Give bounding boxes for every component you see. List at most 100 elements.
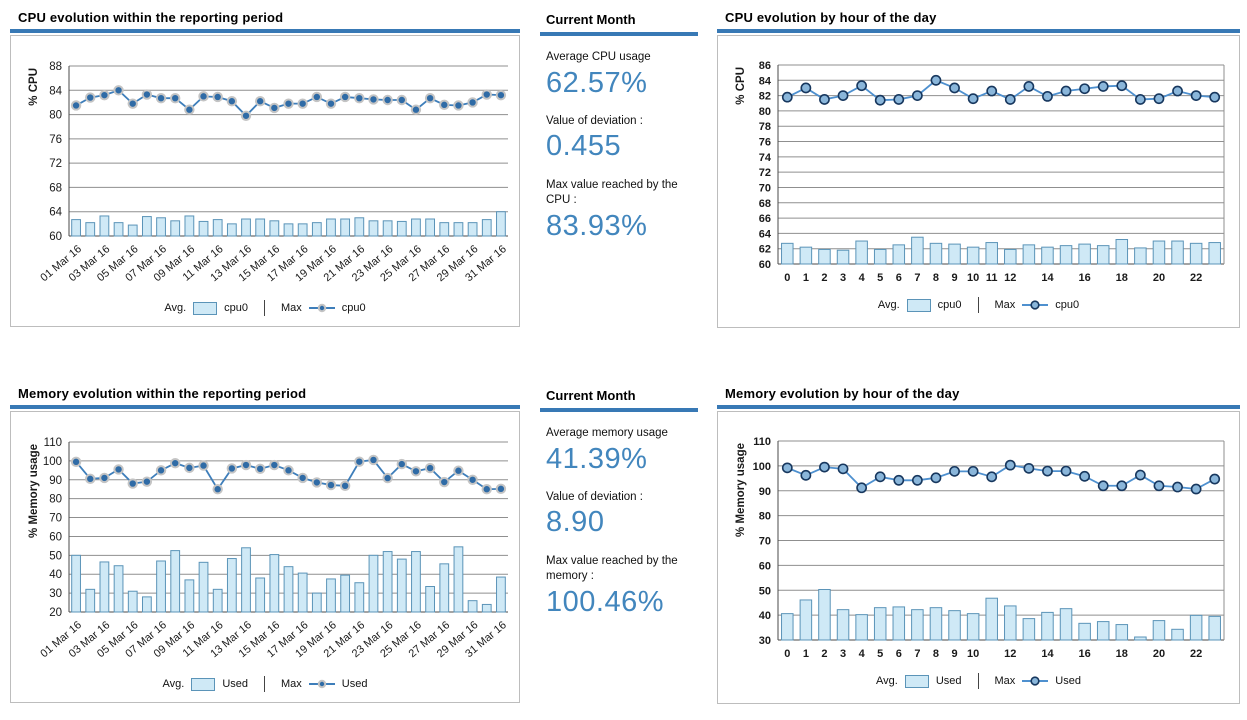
legend-max-marker-icon — [308, 303, 335, 313]
legend-avg-series: cpu0 — [937, 299, 962, 311]
svg-text:70: 70 — [49, 513, 62, 525]
legend-avg-label: Avg. — [877, 299, 900, 311]
memory-panel-title: Current Month — [540, 388, 698, 412]
svg-text:110: 110 — [44, 437, 62, 449]
cpu-daily-legend: Avg. cpu0 Max cpu0 — [11, 297, 519, 319]
svg-text:6: 6 — [896, 272, 902, 284]
svg-text:60: 60 — [49, 231, 62, 243]
legend-avg-swatch-icon — [191, 677, 216, 691]
svg-text:84: 84 — [759, 75, 772, 87]
memory-average-stat: Average memory usage 41.39% — [540, 426, 698, 476]
cpu-daily-chart-block: CPU evolution within the reporting perio… — [10, 8, 520, 327]
svg-text:2: 2 — [821, 272, 827, 284]
memory-hourly-legend: Avg. Used Max Used — [718, 670, 1239, 692]
cpu-hourly-chart-frame: 60 62 64 66 68 70 72 74 76 78 80 82 84 86% CPU 0 1 2 3 4 5 6… — [717, 35, 1240, 328]
cpu-max-stat: Max value reached by the CPU : 83.93% — [540, 178, 698, 243]
svg-text:90: 90 — [759, 486, 771, 498]
legend-max-series: Used — [341, 678, 368, 690]
svg-text:72: 72 — [49, 158, 62, 170]
legend-avg-series: Used — [935, 675, 962, 687]
svg-text:50: 50 — [49, 550, 62, 562]
legend-max-series: cpu0 — [341, 302, 366, 314]
memory-current-month-panel: Current Month Average memory usage 41.39… — [540, 388, 698, 619]
svg-text:80: 80 — [759, 511, 771, 523]
legend-avg-swatch-icon — [193, 301, 218, 315]
svg-text:7: 7 — [914, 272, 920, 284]
svg-text:68: 68 — [759, 198, 771, 210]
legend-avg-label: Avg. — [876, 675, 898, 687]
stat-value: 8.90 — [546, 506, 605, 539]
svg-text:11: 11 — [986, 272, 998, 284]
svg-text:62: 62 — [759, 244, 771, 256]
svg-text:0: 0 — [784, 272, 790, 284]
legend-max-label: Max — [994, 299, 1016, 311]
stat-label: Value of deviation : — [546, 114, 643, 127]
svg-text:74: 74 — [759, 152, 772, 164]
legend-avg-series: cpu0 — [224, 302, 249, 314]
svg-text:% CPU: % CPU — [735, 67, 747, 105]
svg-text:72: 72 — [759, 167, 771, 179]
svg-text:4: 4 — [859, 272, 866, 284]
cpu-current-month-panel: Current Month Average CPU usage 62.57% V… — [540, 12, 698, 243]
svg-text:% Memory usage: % Memory usage — [735, 443, 747, 537]
svg-text:5: 5 — [877, 648, 883, 660]
svg-text:70: 70 — [759, 536, 771, 548]
legend-divider — [977, 673, 979, 689]
svg-text:68: 68 — [49, 182, 62, 194]
stat-label: Value of deviation : — [546, 490, 643, 503]
legend-avg-series: Used — [222, 678, 249, 690]
svg-text:30: 30 — [49, 588, 62, 600]
svg-text:86: 86 — [759, 60, 771, 72]
memory-hourly-chart-block: Memory evolution by hour of the day 30 40… — [717, 384, 1240, 704]
stat-value: 62.57% — [546, 66, 648, 99]
svg-text:18: 18 — [1116, 272, 1128, 284]
svg-text:4: 4 — [859, 648, 866, 660]
svg-text:20: 20 — [1153, 648, 1165, 660]
legend-max-label: Max — [281, 302, 302, 314]
stat-value: 41.39% — [546, 442, 648, 475]
svg-text:110: 110 — [753, 436, 771, 448]
svg-text:20: 20 — [49, 607, 62, 619]
legend-divider — [977, 297, 979, 313]
svg-text:10: 10 — [967, 272, 979, 284]
legend-avg-label: Avg. — [164, 302, 187, 314]
stat-label: Max value reached by the CPU : — [546, 178, 678, 207]
svg-text:82: 82 — [759, 91, 771, 103]
svg-text:80: 80 — [49, 494, 62, 506]
svg-text:76: 76 — [49, 134, 62, 146]
svg-text:60: 60 — [49, 531, 62, 543]
svg-text:8: 8 — [933, 648, 939, 660]
svg-text:64: 64 — [759, 228, 772, 240]
svg-text:20: 20 — [1153, 272, 1165, 284]
svg-text:84: 84 — [49, 85, 62, 97]
cpu-hourly-chart-title: CPU evolution by hour of the day — [717, 8, 1240, 33]
svg-text:76: 76 — [759, 137, 771, 149]
legend-divider — [264, 676, 266, 692]
svg-text:8: 8 — [933, 272, 939, 284]
svg-text:64: 64 — [49, 207, 62, 219]
svg-text:80: 80 — [49, 110, 62, 122]
cpu-hourly-chart-block: CPU evolution by hour of the day 60 62 64 6… — [717, 8, 1240, 328]
legend-max-series: Used — [1055, 675, 1081, 687]
svg-text:2: 2 — [821, 648, 827, 660]
memory-deviation-stat: Value of deviation : 8.90 — [540, 490, 698, 540]
svg-text:50: 50 — [759, 585, 771, 597]
memory-max-stat: Max value reached by the memory : 100.46… — [540, 554, 698, 619]
svg-text:90: 90 — [49, 475, 62, 487]
svg-text:16: 16 — [1079, 272, 1091, 284]
svg-text:3: 3 — [840, 272, 846, 284]
legend-max-label: Max — [281, 678, 302, 690]
svg-text:40: 40 — [759, 610, 771, 622]
svg-text:100: 100 — [43, 456, 62, 468]
svg-text:60: 60 — [759, 560, 771, 572]
cpu-panel-title: Current Month — [540, 12, 698, 36]
svg-text:10: 10 — [967, 648, 979, 660]
legend-max-label: Max — [994, 675, 1016, 687]
cpu-average-stat: Average CPU usage 62.57% — [540, 50, 698, 100]
stat-label: Average CPU usage — [546, 51, 651, 63]
svg-text:5: 5 — [877, 272, 883, 284]
